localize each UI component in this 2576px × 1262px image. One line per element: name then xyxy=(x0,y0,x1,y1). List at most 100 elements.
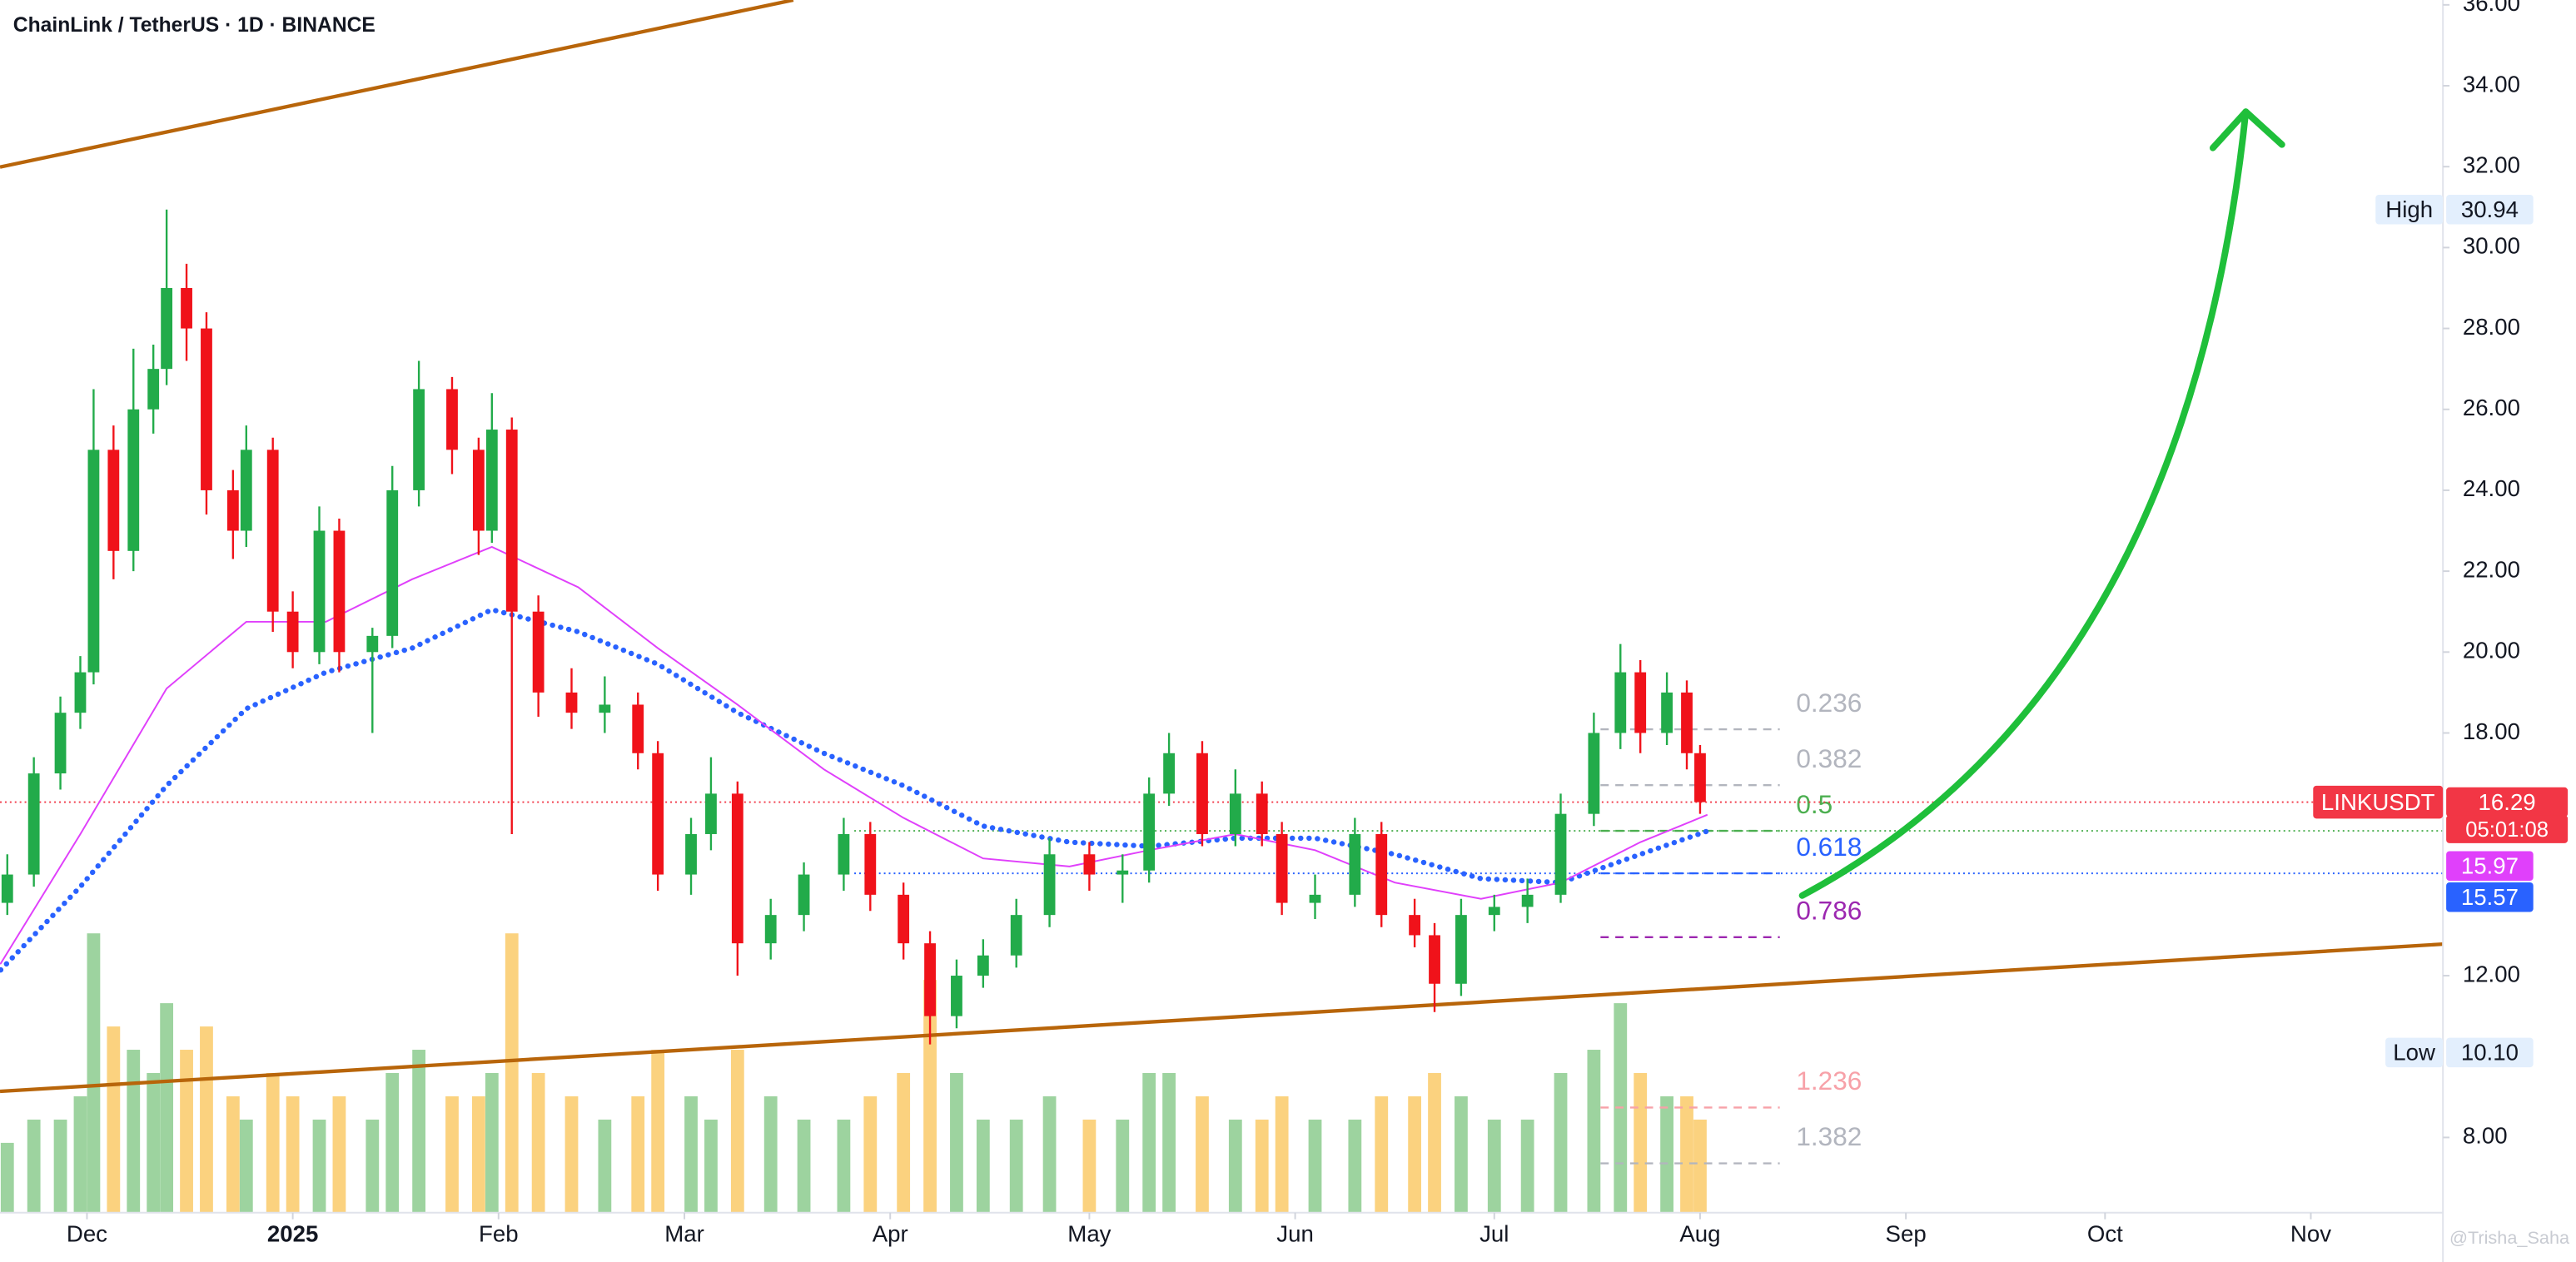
volume-bar xyxy=(1408,1096,1422,1213)
volume-bar xyxy=(564,1096,579,1213)
volume-bar xyxy=(1308,1119,1322,1213)
x-tick-label: Apr xyxy=(873,1221,908,1247)
candle-body xyxy=(127,409,140,551)
candle-body xyxy=(652,753,664,875)
candle-body xyxy=(226,489,239,531)
candle-body xyxy=(1375,833,1388,916)
candle-body xyxy=(764,915,777,944)
candle-body xyxy=(286,611,299,653)
last-price-box xyxy=(2446,787,2569,817)
candle-body xyxy=(1409,915,1421,936)
volume-bar xyxy=(53,1119,67,1213)
candle-body xyxy=(599,704,611,713)
candle-body xyxy=(1661,692,1673,733)
candle-body xyxy=(565,692,578,713)
volume-bar xyxy=(837,1119,851,1213)
countdown: 05:01:08 xyxy=(2465,818,2549,842)
fib-label: 1.236 xyxy=(1796,1066,1862,1096)
candle-body xyxy=(386,489,399,636)
y-tick-label: 20.00 xyxy=(2463,638,2520,663)
candle-body xyxy=(685,833,697,875)
volume-bar xyxy=(1693,1119,1707,1213)
volume-bar xyxy=(332,1096,346,1213)
volume-bar xyxy=(266,1072,280,1213)
fib-label: 0.382 xyxy=(1796,743,1862,773)
y-tick-label: 18.00 xyxy=(2463,718,2520,744)
volume-bar xyxy=(0,1142,14,1213)
ma-price-box xyxy=(2446,882,2534,912)
candle-body xyxy=(864,833,877,895)
volume-bar xyxy=(1455,1096,1468,1213)
x-tick-label: Aug xyxy=(1679,1221,1720,1247)
volume-bar xyxy=(684,1096,698,1213)
x-tick-label: Mar xyxy=(664,1221,704,1247)
volume-bar xyxy=(1554,1072,1568,1213)
volume-bar xyxy=(531,1072,545,1213)
ma-price: 15.57 xyxy=(2461,884,2519,910)
fib-label: 1.382 xyxy=(1796,1121,1862,1151)
volume-bar xyxy=(160,1003,174,1213)
candle-body xyxy=(1196,753,1208,834)
candle-body xyxy=(1521,894,1534,907)
volume-bar xyxy=(226,1096,240,1213)
volume-bar xyxy=(385,1072,400,1213)
candle-body xyxy=(1,874,13,903)
volume-bar xyxy=(1162,1072,1176,1213)
volume-bar xyxy=(73,1096,87,1213)
candle-body xyxy=(107,450,120,551)
trendline xyxy=(0,0,794,169)
volume-bar xyxy=(863,1096,878,1213)
volume-bar xyxy=(27,1119,41,1213)
candle-body xyxy=(1614,672,1627,733)
y-tick-label: 8.00 xyxy=(2463,1123,2508,1149)
candle-body xyxy=(1043,854,1056,916)
volume-bar xyxy=(598,1119,612,1213)
candle-body xyxy=(1010,915,1022,956)
candle-body xyxy=(838,833,850,875)
marker-label: Low xyxy=(2393,1040,2436,1066)
moving-average xyxy=(0,545,1708,965)
last-symbol-box xyxy=(2313,785,2444,819)
volume-bar xyxy=(239,1119,253,1213)
candle-body xyxy=(1083,854,1096,875)
marker-label-box xyxy=(2385,1037,2444,1068)
trendline xyxy=(0,942,2444,1094)
ma-price-box xyxy=(2446,851,2534,882)
candle-body xyxy=(240,450,252,531)
candle-body xyxy=(27,773,40,875)
volume-bar xyxy=(107,1026,121,1213)
candle-body xyxy=(1256,793,1268,834)
volume-bar xyxy=(1116,1119,1130,1213)
candle-body xyxy=(87,450,100,673)
x-tick-label: Nov xyxy=(2290,1221,2331,1247)
candle-body xyxy=(266,450,279,612)
volume-bar xyxy=(950,1072,963,1213)
volume-bar xyxy=(704,1119,718,1213)
plot-back: 0.236 0.382 0.5 0.618 0.786 1.236 1.382 xyxy=(0,0,2444,1213)
volume-bar xyxy=(897,1072,911,1213)
plot-main xyxy=(0,209,1710,1045)
marker-price-box xyxy=(2446,194,2534,225)
arrow-head xyxy=(2209,108,2285,152)
y-tick-label: 12.00 xyxy=(2463,961,2520,986)
x-tick-label: Jul xyxy=(1479,1221,1509,1247)
volume-bar xyxy=(147,1072,161,1213)
candle-body xyxy=(181,287,192,329)
volume-bar xyxy=(1587,1050,1601,1213)
chart-title: ChainLink / TetherUS · 1D · BINANCE xyxy=(13,14,375,37)
candle-body xyxy=(1488,907,1500,916)
y-tick-label: 30.00 xyxy=(2463,233,2520,259)
candle-body xyxy=(1554,813,1567,895)
candle-body xyxy=(1455,915,1467,984)
candle-body xyxy=(1276,833,1288,903)
volume-bar xyxy=(1487,1119,1501,1213)
volume-bar xyxy=(651,1050,665,1213)
volume-bar xyxy=(471,1096,485,1213)
volume-bar xyxy=(485,1072,499,1213)
candle-body xyxy=(1634,672,1647,733)
candle-body xyxy=(1694,753,1706,802)
candle-body xyxy=(1349,833,1361,895)
candle-body xyxy=(977,955,989,976)
fib-label: 0.236 xyxy=(1796,688,1862,718)
candle-body xyxy=(74,672,87,713)
